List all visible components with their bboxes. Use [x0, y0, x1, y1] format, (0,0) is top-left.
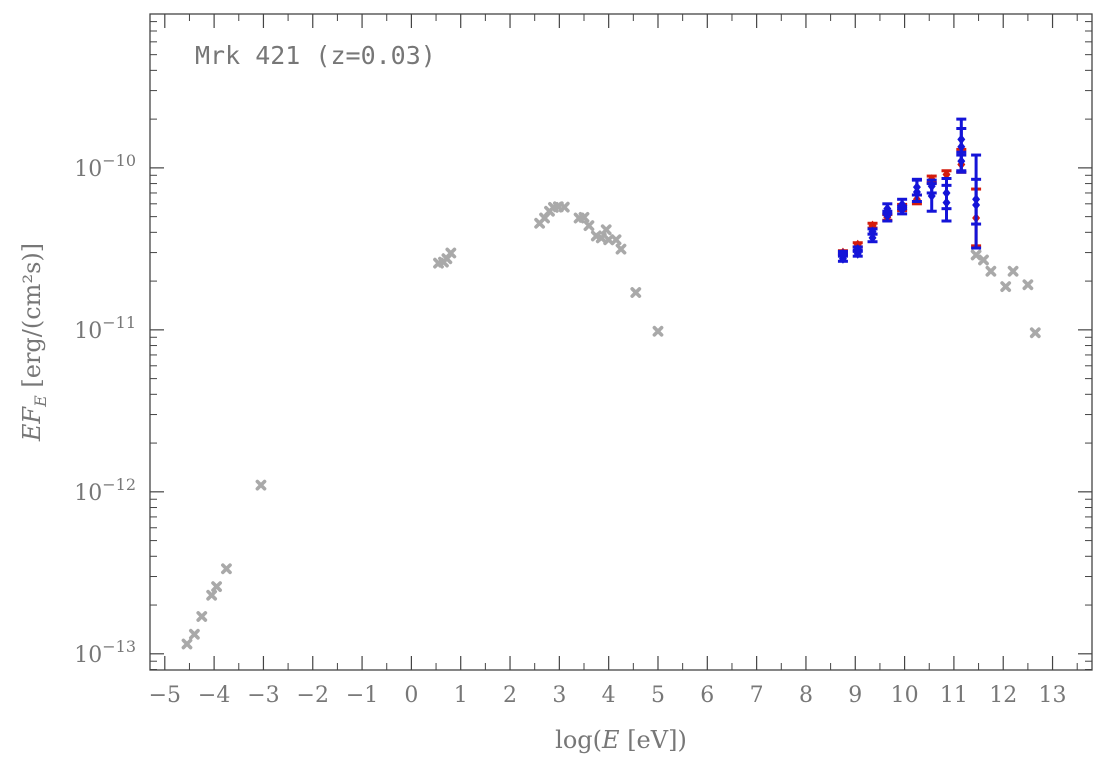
y-axis-title: EFE [erg/(cm²s)]	[18, 243, 50, 442]
x-tick-label: 10	[891, 683, 919, 708]
x-tick-label: −3	[247, 683, 279, 708]
x-tick-label: −4	[198, 683, 230, 708]
data-marks	[181, 117, 1041, 650]
data-point	[912, 182, 921, 193]
y-tick-label: 10−12	[74, 475, 136, 506]
x-tick-label: 3	[552, 683, 566, 708]
data-point	[1007, 265, 1019, 277]
x-tick-label: 9	[848, 683, 862, 708]
plot-frame	[149, 13, 1093, 671]
data-point	[255, 479, 267, 491]
data-point	[630, 287, 642, 298]
archival-series	[181, 201, 1041, 650]
data-point	[652, 325, 664, 337]
data-point	[583, 220, 595, 232]
data-point	[957, 134, 966, 145]
tick-labels: −5 −4 −3 −2 −1 0 1 2 3 4 5 6 7 8 9 10 11 12 1310−1310−1210…	[74, 151, 1066, 708]
data-point	[188, 628, 200, 640]
x-tick-label: 0	[404, 683, 418, 708]
y-tick-label: 10−10	[74, 151, 136, 182]
error-point	[971, 177, 982, 226]
data-point	[853, 244, 862, 255]
data-point	[181, 638, 193, 650]
error-point	[941, 176, 952, 211]
data-point	[578, 211, 590, 223]
data-point	[927, 181, 936, 192]
error-point	[911, 177, 922, 197]
data-point	[898, 199, 907, 210]
data-point	[211, 581, 222, 592]
data-point	[206, 589, 218, 601]
data-point	[942, 187, 951, 198]
x-tick-label: −2	[297, 683, 329, 708]
data-point	[603, 234, 615, 246]
data-point	[838, 248, 847, 259]
data-point	[868, 226, 877, 237]
error-point	[882, 202, 893, 216]
x-tick-label: 2	[503, 683, 517, 708]
y-tick-label: 10−13	[74, 637, 136, 668]
data-point	[978, 254, 989, 266]
data-point	[610, 234, 622, 246]
x-tick-label: 1	[454, 683, 468, 708]
data-point	[615, 243, 627, 255]
x-tick-label: 8	[799, 683, 813, 708]
x-tick-label: 4	[602, 683, 616, 708]
x-tick-label: 5	[651, 683, 665, 708]
error-point	[837, 248, 848, 259]
y-tick-label: 10−11	[74, 313, 136, 344]
data-point	[558, 201, 570, 213]
x-tick-label: 7	[750, 683, 764, 708]
data-point	[1029, 327, 1041, 339]
data-point	[221, 563, 232, 575]
error-point	[897, 197, 908, 211]
x-tick-label: 12	[989, 683, 1017, 708]
data-point	[972, 194, 981, 205]
data-point	[883, 203, 892, 214]
errorbar-series	[837, 117, 982, 264]
data-point	[196, 611, 208, 622]
error-point	[852, 244, 863, 255]
x-tick-label: 11	[940, 683, 968, 708]
data-point	[985, 265, 997, 277]
errorbar-series	[837, 147, 982, 258]
data-point	[445, 247, 457, 259]
error-point	[926, 178, 937, 195]
error-point	[867, 226, 878, 237]
x-axis-title: log(E [eV])	[555, 726, 687, 754]
source-annotation: Mrk 421 (z=0.03)	[195, 41, 436, 70]
data-point	[1000, 281, 1012, 292]
x-tick-label: 6	[700, 683, 714, 708]
x-tick-label: 13	[1039, 683, 1067, 708]
data-point	[600, 224, 612, 236]
error-point	[956, 127, 967, 157]
x-tick-label: −5	[149, 683, 181, 708]
data-point	[1022, 279, 1034, 291]
x-tick-label: −1	[346, 683, 378, 708]
axis-ticks	[150, 14, 1092, 670]
